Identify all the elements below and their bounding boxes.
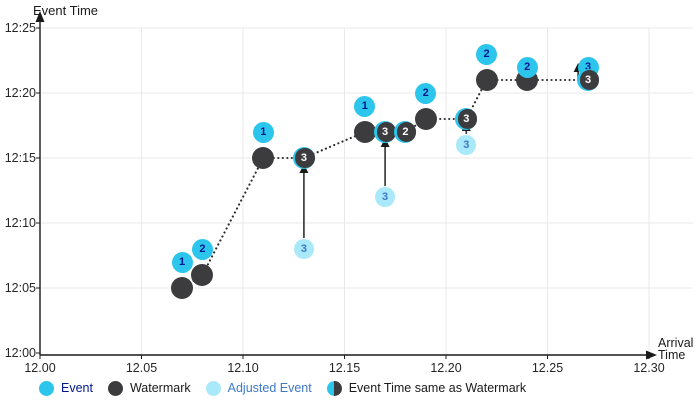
legend-label: Event Time same as Watermark (348, 381, 527, 395)
legend-item-event-same-as-watermark: Event Time same as Watermark (326, 380, 527, 396)
y-axis-title: Event Time (33, 3, 99, 18)
watermark-core (579, 70, 600, 90)
x-axis-title: Arrival Time (658, 336, 694, 362)
event-marker: 2 (476, 43, 498, 65)
watermark-core (376, 122, 397, 142)
marker-number: 2 (402, 126, 409, 138)
marker-number: 3 (585, 74, 592, 86)
marker-number: 3 (300, 243, 307, 255)
marker-number: 3 (382, 126, 389, 138)
x-tick-label: 12.05 (125, 361, 158, 375)
marker-number: 2 (524, 61, 531, 73)
y-tick-label: 12:20 (4, 86, 36, 100)
marker-number: 3 (382, 191, 389, 203)
y-tick-label: 12:10 (4, 216, 36, 230)
x-tick-label: 12.15 (328, 361, 361, 375)
event-same-as-watermark-marker: 3 (292, 147, 315, 169)
watermark-core (396, 122, 417, 142)
event-marker: 2 (516, 56, 538, 78)
event-marker: 1 (252, 121, 274, 143)
adjusted-event-marker: 3 (456, 135, 477, 155)
event-marker: 1 (171, 251, 193, 273)
watermark-dot (353, 121, 376, 143)
marker-number: 2 (199, 243, 206, 255)
legend-label: Adjusted Event (227, 381, 312, 395)
watermark-dot (475, 69, 498, 91)
x-tick-label: 12.30 (633, 361, 665, 375)
watermark-dot (414, 108, 437, 130)
marker-number: 1 (361, 100, 368, 112)
event-same-as-watermark-marker: 3 (577, 69, 600, 91)
watermark-core (457, 109, 478, 129)
y-tick-label: 12:00 (4, 346, 36, 360)
marker-number: 3 (463, 113, 470, 125)
x-tick-label: 12.25 (531, 361, 564, 375)
event-marker: 1 (354, 95, 376, 117)
legend-label: Event (61, 381, 93, 395)
x-tick-label: 12.10 (227, 361, 259, 375)
marker-number: 3 (463, 139, 470, 151)
legend: Event Watermark Adjusted Event Event Tim… (39, 379, 526, 397)
x-tick-label: 12.20 (430, 361, 462, 375)
y-axis-arrow (35, 11, 45, 22)
legend-item-adjusted-event: Adjusted Event (205, 380, 312, 396)
event-same-as-watermark-marker: 2 (394, 121, 417, 143)
legend-item-event: Event (39, 380, 93, 396)
marker-number: 3 (585, 61, 592, 73)
watermark-dot (191, 264, 214, 286)
marker-number: 2 (422, 87, 429, 99)
event-marker: 2 (191, 238, 213, 260)
marker-number: 1 (179, 256, 186, 268)
x-axis-arrow (646, 350, 657, 360)
event-marker: 2 (415, 82, 437, 104)
half-event-half-watermark-icon (326, 380, 342, 396)
watermark-dot (171, 277, 194, 299)
marker-number: 3 (300, 152, 307, 164)
legend-label: Watermark (129, 381, 191, 395)
event-marker-icon (39, 380, 54, 396)
event-same-as-watermark-marker: 3 (455, 108, 478, 130)
adjusted-event-marker-icon (205, 380, 221, 396)
event-same-as-watermark-marker: 3 (374, 121, 397, 143)
watermark-core (295, 148, 315, 168)
x-tick-label: 12.00 (24, 361, 56, 375)
y-tick-label: 12:15 (4, 151, 36, 165)
marker-number: 2 (483, 48, 490, 60)
adjusted-event-marker: 3 (375, 187, 396, 207)
marker-number: 1 (260, 126, 267, 138)
watermark-dot (252, 147, 275, 169)
y-tick-label: 12:05 (4, 281, 36, 295)
legend-item-watermark: Watermark (107, 380, 191, 396)
watermark-marker-icon (107, 380, 123, 396)
adjusted-event-marker: 3 (293, 239, 314, 259)
y-tick-label: 12:25 (4, 21, 36, 35)
